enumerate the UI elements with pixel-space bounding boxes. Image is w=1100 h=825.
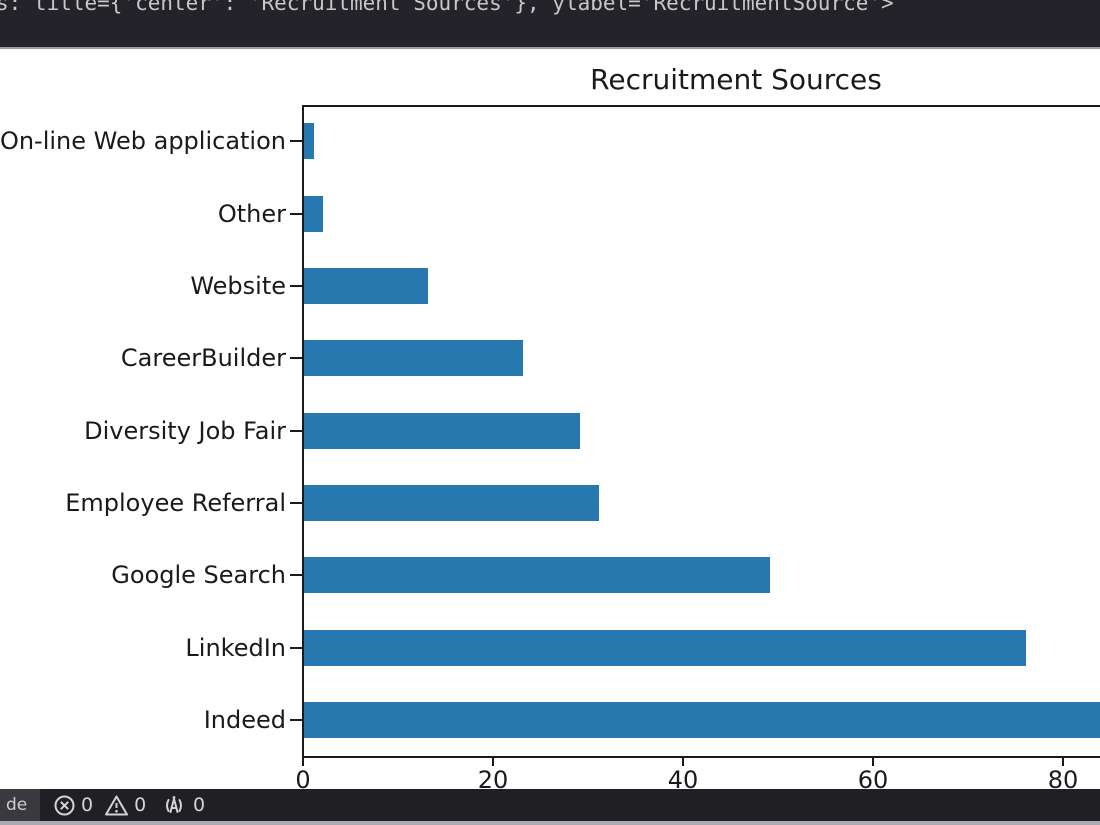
y-tick-label: CareerBuilder (120, 344, 286, 373)
warning-icon (104, 794, 129, 817)
y-tick-mark (290, 646, 302, 649)
bar-diversity-job-fair (304, 412, 580, 449)
x-tick-label: 60 (857, 766, 889, 794)
bar-website (304, 267, 428, 304)
status-bar: de 0 0 0 (0, 789, 1100, 821)
remote-indicator[interactable]: de (0, 789, 40, 821)
error-icon (53, 794, 76, 817)
terminal-output-bar: s: title={'center': 'Recruitment Sources… (0, 0, 1100, 49)
bar-other (304, 195, 323, 232)
remote-indicator-label: de (6, 795, 28, 815)
y-tick-mark (290, 212, 302, 215)
axis-top-spine (302, 105, 1100, 107)
broadcast-icon (160, 794, 188, 817)
y-tick-label: Google Search (111, 561, 286, 590)
y-tick-mark (290, 140, 302, 143)
y-tick-mark (290, 429, 302, 432)
bar-indeed (304, 701, 1100, 738)
x-tick-mark (1062, 758, 1064, 766)
broadcast-button[interactable]: 0 (160, 789, 205, 821)
x-tick-label: 80 (1047, 766, 1079, 794)
y-tick-label: LinkedIn (185, 633, 286, 662)
terminal-output-text: s: title={'center': 'Recruitment Sources… (0, 0, 894, 15)
y-tick-mark (290, 718, 302, 721)
window-bottom-edge (0, 821, 1100, 825)
chart-title: Recruitment Sources (590, 63, 882, 96)
axis-left-spine (302, 105, 304, 758)
x-tick-label: 40 (667, 766, 699, 794)
y-tick-label: Website (190, 271, 286, 300)
x-tick-mark (492, 758, 494, 766)
bar-linkedin (304, 629, 1026, 666)
y-tick-mark (290, 501, 302, 504)
y-tick-mark (290, 357, 302, 360)
x-tick-label: 20 (477, 766, 509, 794)
x-tick-label: 0 (295, 766, 311, 794)
y-tick-label: Diversity Job Fair (84, 416, 286, 445)
axis-bottom-spine (302, 756, 1100, 758)
chart-area: Recruitment Sources On-line Web applicat… (0, 49, 1100, 794)
bar-google-search (304, 557, 770, 594)
x-tick-mark (682, 758, 684, 766)
y-tick-mark (290, 574, 302, 577)
x-tick-mark (302, 758, 304, 766)
x-tick-mark (872, 758, 874, 766)
y-tick-label: On-line Web application (0, 127, 286, 156)
y-tick-label: Employee Referral (65, 488, 286, 517)
problems-button[interactable]: 0 0 (53, 789, 146, 821)
broadcast-count: 0 (193, 794, 206, 816)
errors-count: 0 (81, 794, 94, 816)
y-tick-mark (290, 284, 302, 287)
warnings-count: 0 (134, 794, 147, 816)
bar-careerbuilder (304, 340, 523, 377)
y-tick-label: Other (217, 199, 286, 228)
bar-employee-referral (304, 484, 599, 521)
y-tick-label: Indeed (203, 705, 286, 734)
bar-on-line-web-application (304, 123, 314, 160)
